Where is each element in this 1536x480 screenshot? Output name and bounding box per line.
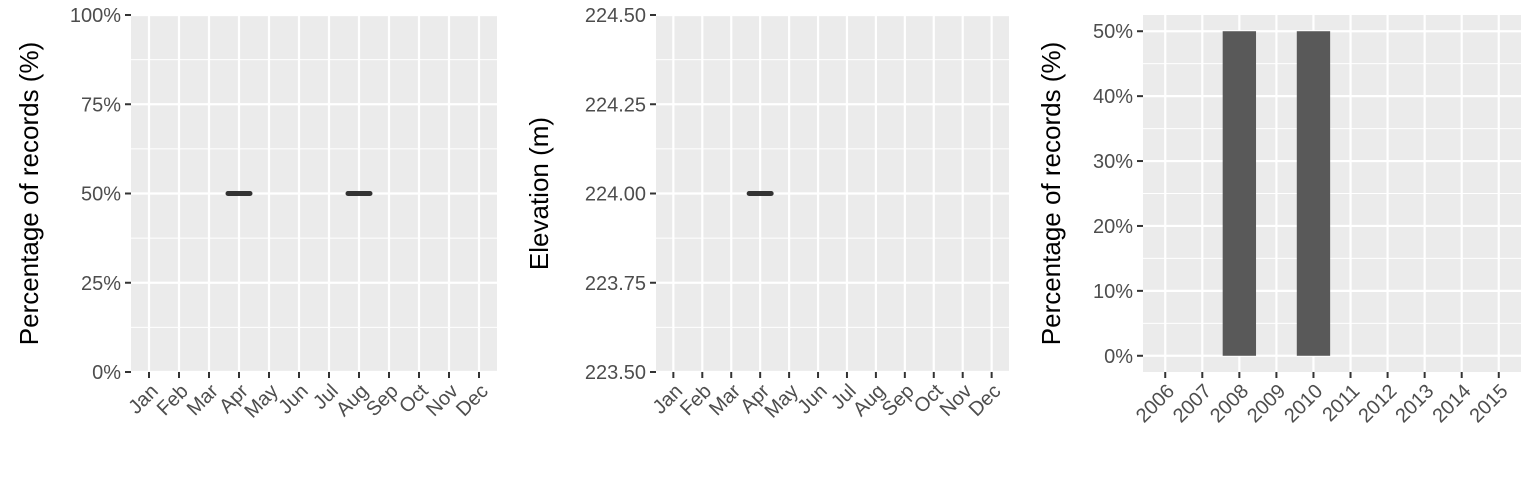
x-tick-label: 2006 <box>1132 380 1179 427</box>
x-tick-label: 2009 <box>1243 380 1290 427</box>
y-tick-label: 50% <box>1093 21 1133 43</box>
monthly-percentage-chart: 0%25%50%75%100%JanFebMarAprMayJunJulAugS… <box>14 5 497 423</box>
x-tick-label: 2010 <box>1280 380 1327 427</box>
y-tick-label: 224.50 <box>585 5 646 27</box>
x-tick-label: 2011 <box>1318 380 1364 426</box>
x-tick-label: Dec <box>965 380 1006 421</box>
y-tick-label: 224.00 <box>585 184 646 206</box>
x-tick-label: 2008 <box>1206 380 1253 427</box>
y-tick-label: 20% <box>1093 216 1133 238</box>
y-axis-title: Percentage of records (%) <box>1036 42 1066 345</box>
x-tick-label: Dec <box>452 380 493 421</box>
y-tick-label: 25% <box>81 273 121 295</box>
y-tick-label: 75% <box>81 94 121 116</box>
y-tick-label: 50% <box>81 184 121 206</box>
y-tick-label: 223.75 <box>585 273 646 295</box>
y-tick-label: 100% <box>70 5 121 27</box>
x-tick-label: 2012 <box>1354 380 1401 427</box>
y-tick-label: 0% <box>92 362 121 384</box>
monthly-elevation-chart: 223.50223.75224.00224.25224.50JanFebMarA… <box>524 5 1009 423</box>
x-tick-label: 2007 <box>1169 380 1216 427</box>
y-axis-title: Percentage of records (%) <box>14 42 44 345</box>
y-tick-label: 223.50 <box>585 362 646 384</box>
bar-2010 <box>1296 31 1331 356</box>
yearly-percentage-chart: 0%10%20%30%40%50%20062007200820092010201… <box>1036 15 1521 427</box>
x-tick-label: 2013 <box>1391 380 1438 427</box>
x-tick-label: 2015 <box>1466 380 1513 427</box>
y-tick-label: 224.25 <box>585 94 646 116</box>
x-tick-label: Jun <box>793 380 831 418</box>
y-tick-label: 10% <box>1093 281 1133 303</box>
x-tick-label: 2014 <box>1428 380 1475 427</box>
y-tick-label: 30% <box>1093 151 1133 173</box>
y-tick-label: 0% <box>1104 346 1133 368</box>
y-tick-label: 40% <box>1093 86 1133 108</box>
x-tick-label: Jun <box>274 380 312 418</box>
bar-2008 <box>1222 31 1257 356</box>
y-axis-title: Elevation (m) <box>524 117 554 270</box>
